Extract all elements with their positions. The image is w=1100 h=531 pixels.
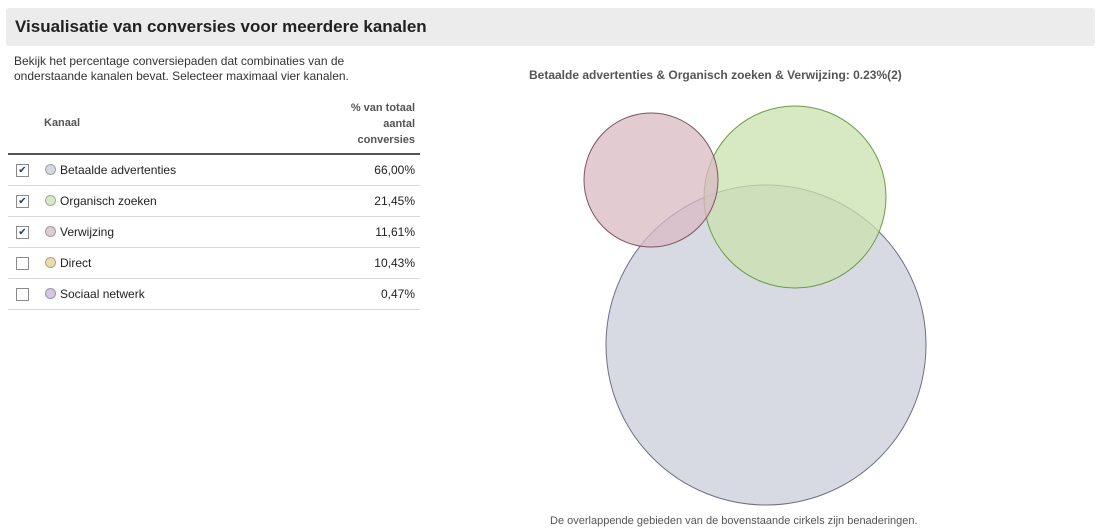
venn-circle-verwijzing [583,112,719,248]
venn-footnote: De overlappende gebieden van de bovensta… [550,515,918,527]
channel-label: Sociaal netwerk [60,287,145,301]
checkbox-sociaal-netwerk[interactable] [16,288,29,301]
color-dot [45,164,56,175]
page-title: Visualisatie van conversies voor meerder… [15,17,427,36]
channel-percentage: 0,47% [380,287,415,301]
channel-row-sociaal-netwerk: Sociaal netwerk 0,47% [8,279,420,310]
checkbox-organisch-zoeken[interactable]: ✔ [16,195,29,208]
channel-label: Betaalde advertenties [60,163,177,177]
column-header-channel: Kanaal [44,117,81,129]
channel-row-verwijzing: ✔ Verwijzing 11,61% [8,217,420,248]
venn-title: Betaalde advertenties & Organisch zoeken… [529,68,902,82]
channel-label: Verwijzing [60,225,115,239]
channel-label: Direct [60,256,92,270]
color-dot [45,288,56,299]
venn-circle-organisch-zoeken [703,105,887,289]
checkbox-direct[interactable] [16,257,29,270]
channel-table: Kanaal % van totaal aantal conversies ✔ … [8,98,420,310]
channel-label: Organisch zoeken [60,194,157,208]
color-dot [45,257,56,268]
channel-row-betaalde-advertenties: ✔ Betaalde advertenties 66,00% [8,155,420,186]
channel-percentage: 66,00% [374,163,415,177]
intro-text: Bekijk het percentage conversiepaden dat… [14,54,349,83]
color-dot [45,195,56,206]
channel-row-organisch-zoeken: ✔ Organisch zoeken 21,45% [8,186,420,217]
column-header-percentage: % van totaal aantal conversies [350,102,415,146]
channel-row-direct: Direct 10,43% [8,248,420,279]
table-header: Kanaal % van totaal aantal conversies [8,98,420,155]
channel-percentage: 21,45% [374,194,415,208]
checkbox-verwijzing[interactable]: ✔ [16,226,29,239]
page-header: Visualisatie van conversies voor meerder… [6,8,1095,46]
channel-percentage: 10,43% [374,256,415,270]
channel-percentage: 11,61% [375,225,415,239]
checkbox-betaalde-advertenties[interactable]: ✔ [16,164,29,177]
color-dot [45,226,56,237]
